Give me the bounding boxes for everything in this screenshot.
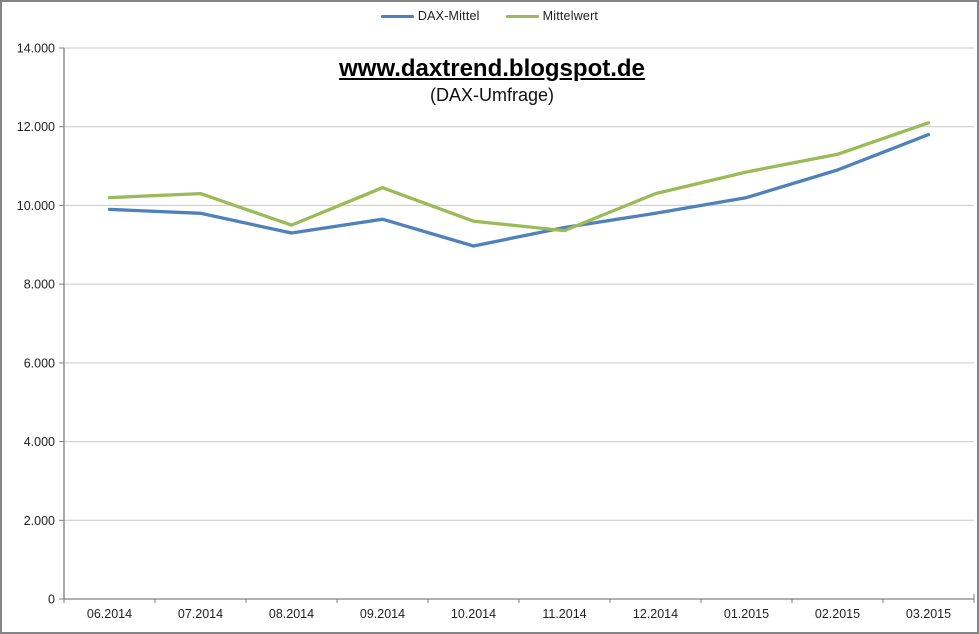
dax-mittel-line-swatch [380, 14, 414, 18]
x-tick-label: 09.2014 [360, 607, 405, 621]
x-tick-label: 02.2015 [815, 607, 860, 621]
chart-subtitle: (DAX-Umfrage) [429, 85, 555, 105]
x-tick-label: 03.2015 [906, 607, 951, 621]
x-tick-label: 01.2015 [724, 607, 769, 621]
mittelwert-line-swatch [505, 14, 539, 18]
title-block: www.daxtrend.blogspot.de (DAX-Umfrage) [339, 55, 645, 106]
legend-label-dax-mittel: DAX-Mittel [417, 9, 480, 23]
legend-label-mittelwert: Mittelwert [542, 9, 599, 23]
y-tick-label: 12.000 [17, 120, 55, 134]
x-tick-label: 10.2014 [451, 607, 496, 621]
chart-legend: DAX-Mittel Mittelwert [2, 9, 977, 23]
y-tick-label: 4.000 [24, 435, 55, 449]
x-tick-label: 11.2014 [542, 607, 586, 621]
legend-item-dax-mittel: DAX-Mittel [380, 9, 480, 23]
series-line-dax-mittel [107, 132, 931, 248]
y-tick-label: 6.000 [24, 356, 55, 370]
y-tick-label: 2.000 [24, 514, 55, 528]
series-line-mittelwert [107, 121, 931, 233]
y-tick-label: 10.000 [17, 199, 55, 213]
chart-title: www.daxtrend.blogspot.de [339, 55, 645, 82]
y-tick-label: 8.000 [24, 278, 55, 292]
legend-item-mittelwert: Mittelwert [505, 9, 599, 23]
x-tick-label: 06.2014 [87, 607, 132, 621]
x-tick-label: 12.2014 [633, 607, 678, 621]
y-tick-label: 0 [48, 593, 55, 607]
x-tick-label: 07.2014 [178, 607, 223, 621]
y-tick-label: 14.000 [17, 42, 55, 56]
x-tick-label: 08.2014 [269, 607, 314, 621]
